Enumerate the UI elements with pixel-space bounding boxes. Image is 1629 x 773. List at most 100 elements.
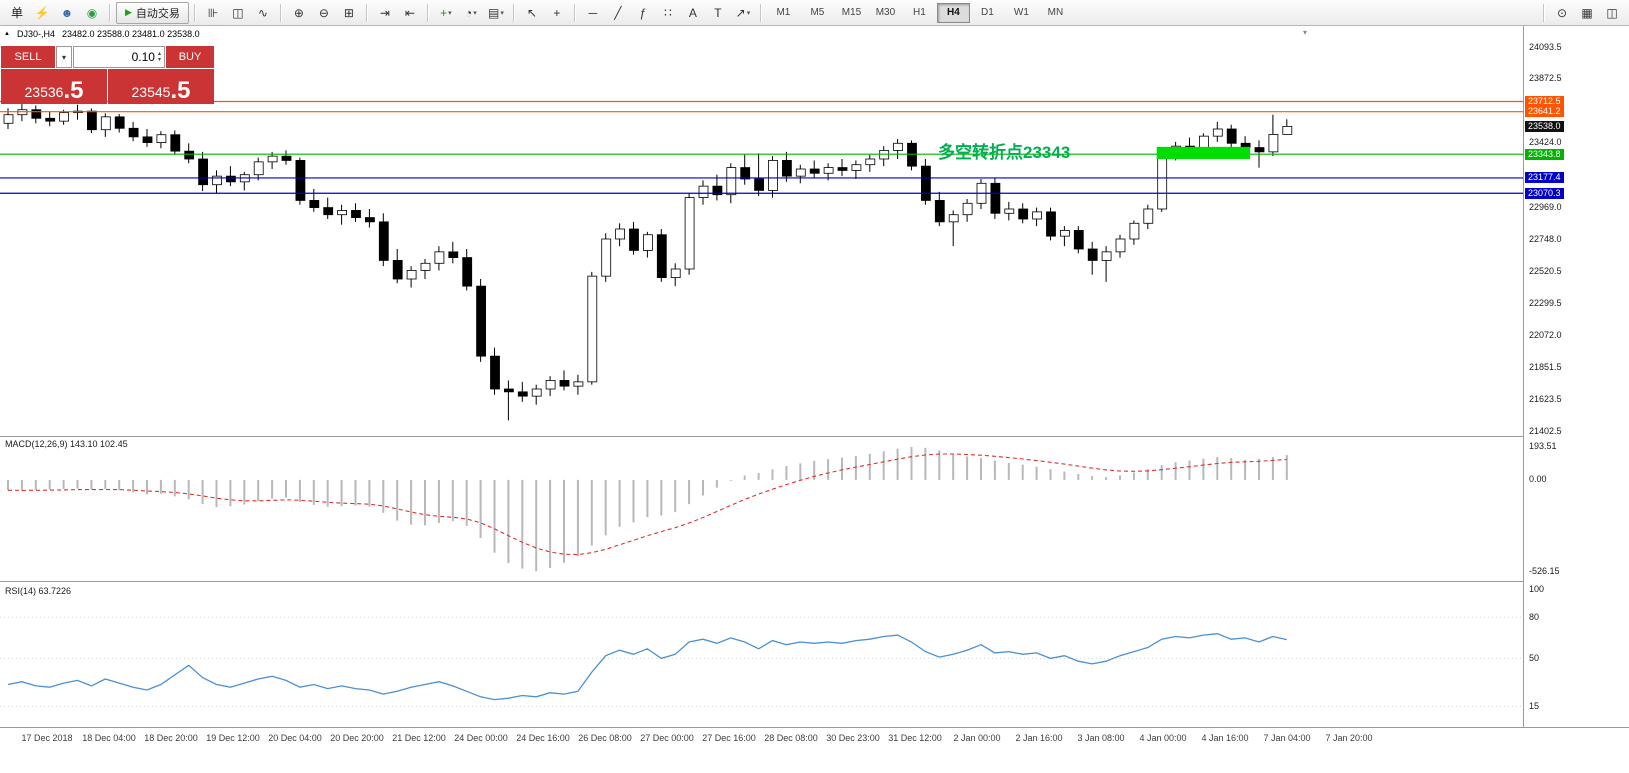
price-axis[interactable]: 24093.5 23872.5 23424.0 22969.0 22748.0 22520…: [1523, 26, 1629, 727]
buy-price-main: 23545: [131, 84, 171, 100]
timeframe-H1[interactable]: H1: [913, 7, 926, 18]
layout-icon[interactable]: ◫: [1606, 5, 1618, 20]
chart-title: ▲ DJ30-,H4 23482.0 23588.0 23481.0 23538…: [4, 29, 200, 39]
sell-button[interactable]: SELL: [1, 46, 55, 68]
time-axis-label: 4 Jan 00:00: [1139, 733, 1187, 743]
horizontal-lines[interactable]: [0, 100, 1523, 194]
zoom-in-icon[interactable]: ⊕: [293, 5, 304, 20]
arrows-icon[interactable]: ↗ ▾: [735, 5, 751, 20]
toolbar-separator: [279, 3, 282, 22]
cursor-icon[interactable]: ↖: [526, 5, 537, 20]
toolbar-separator: [365, 3, 368, 22]
time-axis-label: 7 Jan 20:00: [1325, 733, 1373, 743]
lot-stepper[interactable]: ▴ ▾: [158, 51, 161, 63]
macd-indicator-label: MACD(12,26,9) 143.10 102.45: [5, 439, 128, 449]
price-axis-label: 21402.5: [1529, 426, 1562, 436]
metaeditor-icon[interactable]: ⚡: [34, 5, 50, 20]
lot-dropdown-button[interactable]: ▾: [56, 46, 72, 68]
search-icon[interactable]: ⊙: [1556, 5, 1568, 20]
price-axis-label: 22072.0: [1529, 330, 1562, 341]
toolbar-separator: [1543, 3, 1545, 22]
timeframe-H4[interactable]: H4: [936, 2, 970, 23]
sell-price-button[interactable]: 23536.5: [1, 69, 107, 104]
time-axis-label: 31 Dec 12:00: [888, 733, 942, 743]
scroll-arrow-icon[interactable]: ▾: [1303, 28, 1308, 37]
autotrade-button[interactable]: ▶ 自动交易: [116, 1, 189, 24]
bars-chart-icon[interactable]: ⊪: [207, 5, 219, 20]
buy-price-button[interactable]: 23545.5: [108, 69, 214, 104]
time-axis-label: 24 Dec 16:00: [516, 733, 570, 743]
highlight-zone[interactable]: [1156, 146, 1251, 159]
chart-annotation-text: 多空转折点23343: [938, 143, 1071, 162]
time-axis-label: 18 Dec 20:00: [144, 733, 198, 743]
accounts-icon[interactable]: ☻: [60, 5, 74, 20]
crosshair-icon[interactable]: +: [553, 5, 561, 20]
price-line-badge: 23070.3: [1525, 187, 1564, 199]
label-icon[interactable]: T: [714, 5, 722, 20]
time-axis-label: 20 Dec 04:00: [268, 733, 322, 743]
price-axis-label: 21623.5: [1529, 394, 1562, 405]
time-axis-label: 7 Jan 04:00: [1263, 733, 1311, 743]
stepper-down-icon[interactable]: ▾: [157, 57, 161, 63]
macd-axis-label: 0.00: [1529, 474, 1547, 485]
main-toolbar: 单 ⚡ ☻ ◉ ▶ 自动交易 ⊪ ◫ ∿ ⊕ ⊖ ⊞ ⇥ ⇤ + ▾ ◔ ▾ ▤ ▾ ↖ + ─ ╱ ƒ ∷ A T ↗ ▾ M1 M5 M15…: [0, 0, 1629, 26]
time-axis-label: 18 Dec 04:00: [82, 733, 136, 743]
auto-scroll-icon[interactable]: ⇥: [379, 5, 390, 20]
data-window-icon[interactable]: ▦: [1581, 5, 1593, 20]
new-chart-icon[interactable]: + ▾: [440, 5, 452, 20]
text-icon[interactable]: A: [688, 5, 697, 20]
chart-shift-icon[interactable]: ⇤: [404, 5, 415, 20]
symbol-period-label: DJ30-,H4: [16, 29, 55, 39]
current-price-badge: 23538.0: [1525, 120, 1564, 132]
time-axis-label: 21 Dec 12:00: [392, 733, 446, 743]
time-axis-label: 26 Dec 08:00: [578, 733, 632, 743]
rsi-axis-label: 80: [1529, 611, 1540, 622]
tile-windows-icon[interactable]: ⊞: [343, 5, 354, 20]
price-line-badge: 23641.2: [1525, 106, 1564, 118]
buy-button[interactable]: BUY: [166, 46, 214, 68]
time-axis-label: 2 Jan 16:00: [1015, 733, 1063, 743]
new-order-icon[interactable]: 单: [10, 6, 23, 20]
one-click-trading-panel: SELL ▾ 0.10 ▴ ▾ BUY 23536.5 23545.5: [1, 46, 214, 104]
time-axis[interactable]: 17 Dec 2018 18 Dec 04:00 18 Dec 20:00 19 De…: [0, 727, 1629, 754]
rsi-axis-label: 15: [1529, 700, 1540, 711]
timeframe-M15[interactable]: M15: [841, 7, 862, 18]
collapse-triangle-icon[interactable]: ▲: [4, 31, 10, 37]
lot-size-field[interactable]: 0.10 ▴ ▾: [73, 46, 165, 68]
timeframe-M5[interactable]: M5: [810, 7, 825, 18]
chart-workspace: ▲ DJ30-,H4 23482.0 23588.0 23481.0 23538…: [0, 26, 1629, 773]
fibonacci-icon[interactable]: ƒ: [639, 5, 647, 20]
macd-signal-line: [7, 453, 1287, 556]
period-icon[interactable]: ◔ ▾: [465, 5, 477, 20]
stepper-up-icon[interactable]: ▴: [157, 51, 161, 57]
price-axis-label: 21851.5: [1529, 361, 1562, 372]
timeframe-M1[interactable]: M1: [776, 7, 791, 18]
market-icon[interactable]: ◉: [86, 5, 98, 20]
timeframe-D1[interactable]: D1: [981, 7, 994, 18]
time-axis-label: 3 Jan 08:00: [1077, 733, 1125, 743]
ohlc-values: 23482.0 23588.0 23481.0 23538.0: [61, 29, 200, 39]
time-axis-label: 28 Dec 08:00: [764, 733, 818, 743]
toolbar-separator: [512, 3, 515, 22]
price-axis-label: 23424.0: [1529, 137, 1562, 148]
line-chart-icon[interactable]: ∿: [257, 5, 268, 20]
candles-chart-icon[interactable]: ◫: [232, 5, 244, 20]
template-icon[interactable]: ▤ ▾: [487, 5, 504, 20]
timeframe-M30[interactable]: M30: [875, 7, 896, 18]
timeframe-W1[interactable]: W1: [1013, 7, 1029, 18]
trendline-icon[interactable]: ╱: [614, 5, 622, 20]
rsi-axis-label: 100: [1529, 584, 1545, 595]
rsi-indicator-label: RSI(14) 63.7226: [5, 586, 72, 596]
toolbar-separator: [193, 3, 196, 22]
buy-price-frac: .5: [170, 77, 191, 104]
time-axis-label: 24 Dec 00:00: [454, 733, 508, 743]
chevron-down-icon: ▾: [746, 9, 751, 17]
time-axis-label: 27 Dec 00:00: [640, 733, 694, 743]
timeframe-MN[interactable]: MN: [1047, 7, 1064, 18]
toolbar-separator: [109, 3, 111, 22]
zoom-out-icon[interactable]: ⊖: [318, 5, 329, 20]
cycle-lines-icon[interactable]: ∷: [664, 5, 672, 20]
horizontal-line-icon[interactable]: ─: [588, 5, 598, 20]
time-axis-label: 4 Jan 16:00: [1201, 733, 1249, 743]
chart-canvas[interactable]: [0, 26, 1629, 773]
